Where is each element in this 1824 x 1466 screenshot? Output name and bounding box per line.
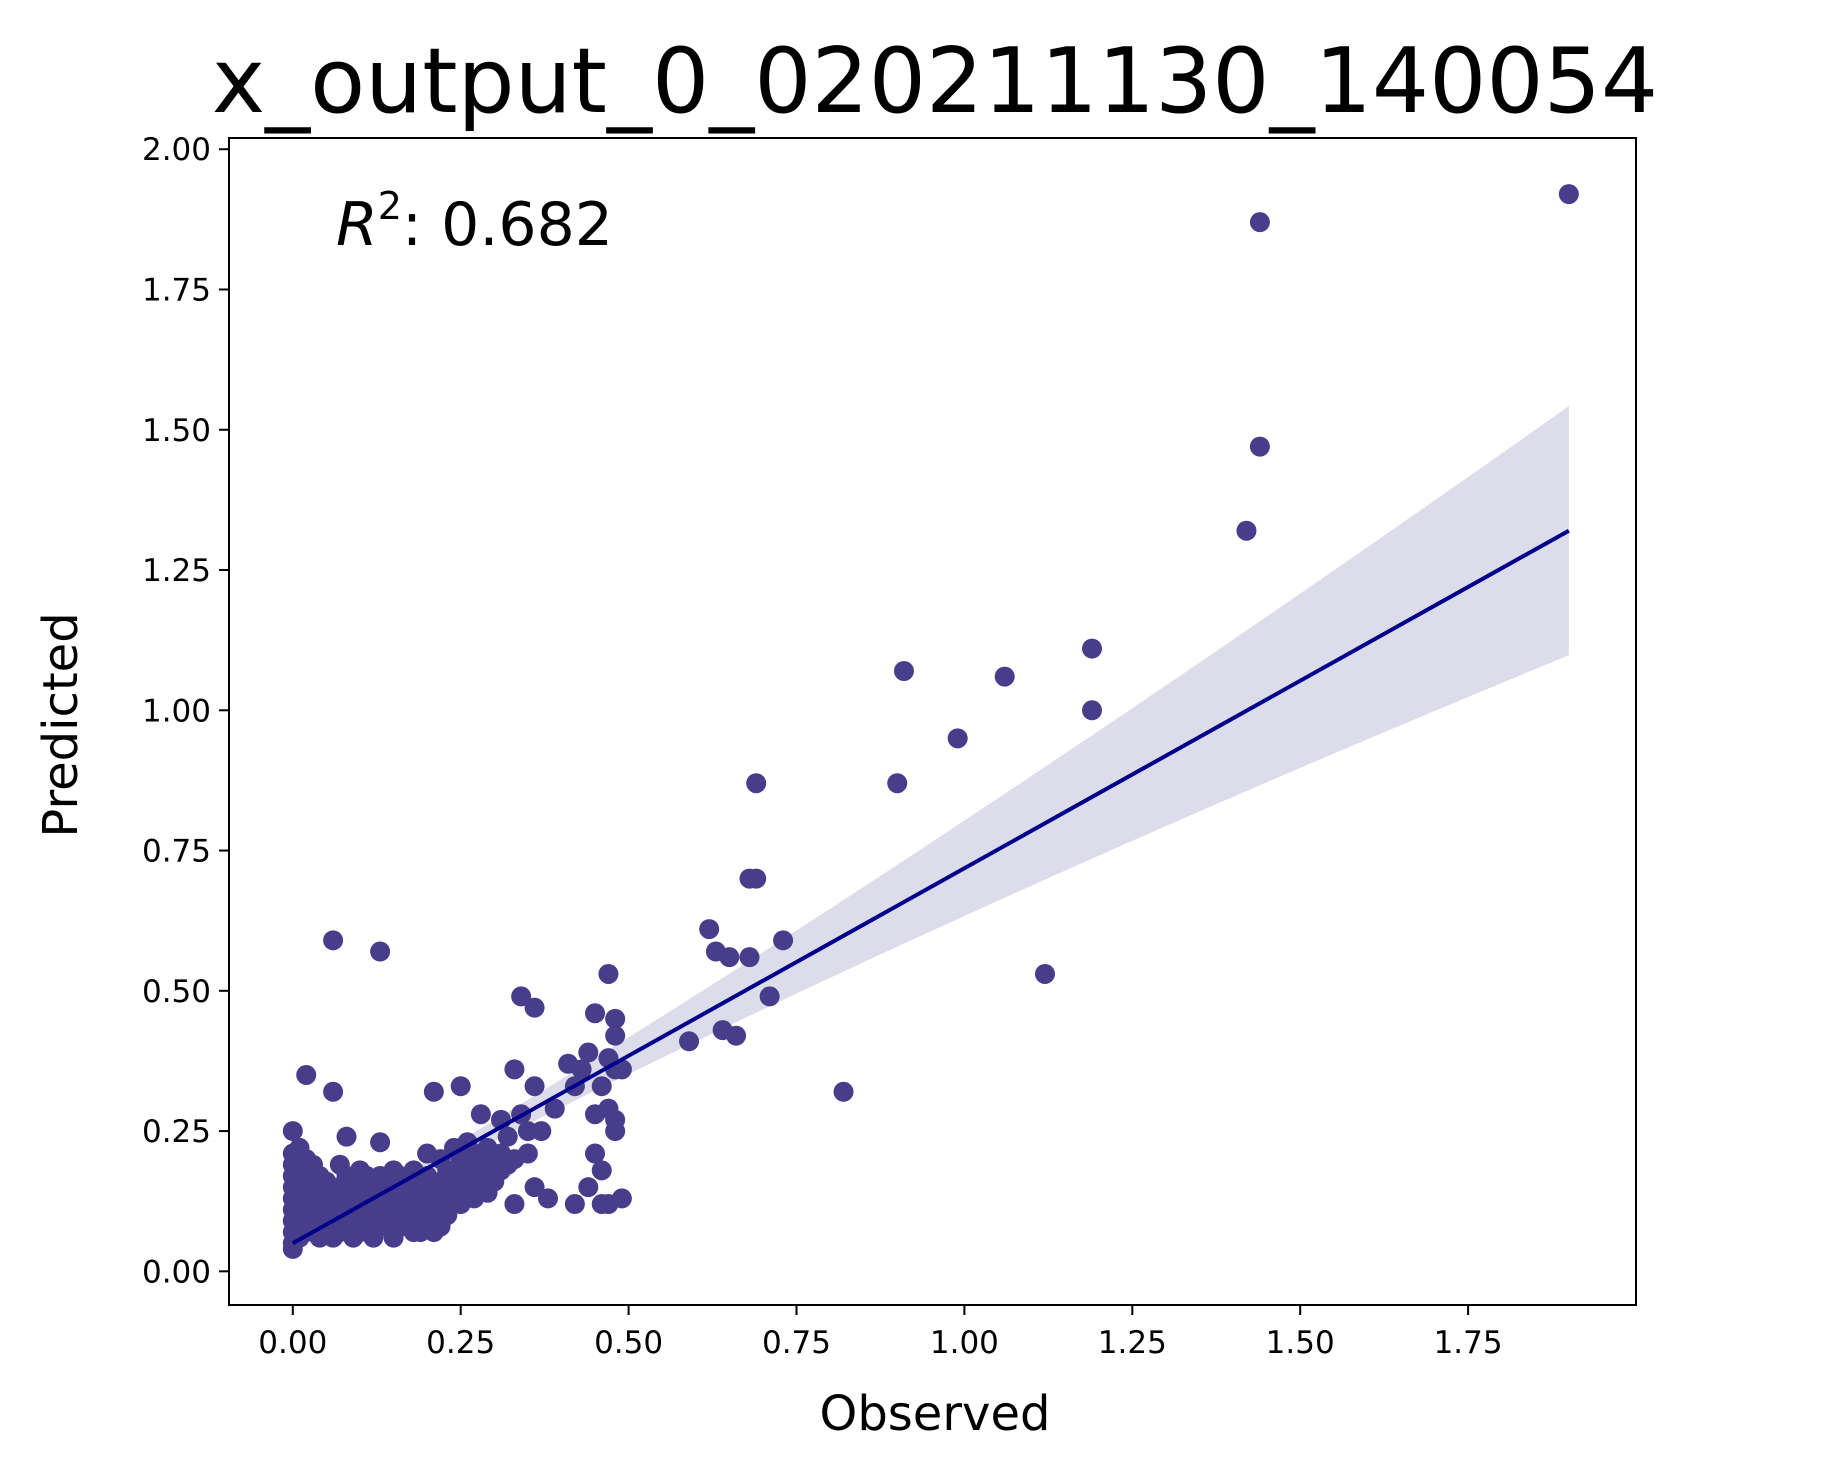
data-point xyxy=(893,661,914,682)
data-point xyxy=(1236,520,1257,541)
data-point xyxy=(370,941,391,962)
data-point xyxy=(739,947,760,968)
y-axis: 0.00 0.25 0.50 0.75 1.00 1.25 1.50 1.75 2.00 xyxy=(142,132,229,1290)
data-point xyxy=(430,1216,451,1237)
data-point xyxy=(470,1104,491,1125)
x-tick-label: 0.25 xyxy=(426,1325,495,1361)
data-point xyxy=(1249,436,1270,457)
data-point xyxy=(833,1081,854,1102)
data-point xyxy=(370,1132,391,1153)
data-point xyxy=(746,773,767,794)
data-point xyxy=(531,1121,552,1142)
data-point xyxy=(504,1059,525,1080)
data-point xyxy=(517,1143,538,1164)
x-tick-label: 1.50 xyxy=(1266,1325,1335,1361)
data-point xyxy=(591,1160,612,1181)
y-tick-label: 1.25 xyxy=(142,553,211,589)
axes-frame xyxy=(228,137,1637,1306)
data-point xyxy=(410,1222,431,1243)
data-point xyxy=(450,1076,471,1097)
y-tick-label: 1.50 xyxy=(142,413,211,449)
data-point xyxy=(605,1121,626,1142)
data-point xyxy=(1249,212,1270,233)
data-point xyxy=(591,1076,612,1097)
data-point xyxy=(699,919,720,940)
r-squared-annotation: R2: 0.682 xyxy=(336,184,613,260)
data-point xyxy=(1082,700,1103,721)
data-point xyxy=(423,1081,444,1102)
data-point xyxy=(564,1194,585,1215)
data-point xyxy=(598,1194,619,1215)
data-point xyxy=(336,1126,357,1147)
data-point xyxy=(598,963,619,984)
x-axis: 0.00 0.25 0.50 0.75 1.00 1.25 1.50 1.75 xyxy=(258,1305,1503,1361)
data-point xyxy=(679,1031,700,1052)
data-point xyxy=(383,1227,404,1248)
data-point xyxy=(887,773,908,794)
x-tick-label: 1.75 xyxy=(1434,1325,1503,1361)
y-tick-label: 1.75 xyxy=(142,272,211,308)
data-point xyxy=(947,728,968,749)
x-tick-label: 0.75 xyxy=(762,1325,831,1361)
data-point xyxy=(343,1227,364,1248)
data-point xyxy=(511,986,532,1007)
data-point xyxy=(323,930,344,951)
data-point xyxy=(323,1227,344,1248)
data-point xyxy=(282,1121,303,1142)
data-point xyxy=(994,666,1015,687)
data-point xyxy=(578,1177,599,1198)
data-point xyxy=(544,1098,565,1119)
data-point xyxy=(739,868,760,889)
x-axis-label: Observed xyxy=(820,1386,1051,1442)
data-point xyxy=(773,930,794,951)
y-tick-label: 0.25 xyxy=(142,1114,211,1150)
data-point xyxy=(759,986,780,1007)
data-point xyxy=(504,1194,525,1215)
data-point xyxy=(524,1076,545,1097)
y-tick-label: 0.00 xyxy=(142,1254,211,1290)
data-point xyxy=(524,997,545,1018)
x-tick-label: 0.50 xyxy=(594,1325,663,1361)
data-point xyxy=(1034,963,1055,984)
data-point xyxy=(719,947,740,968)
r-squared-symbol: R xyxy=(336,190,378,260)
r-squared-value: : 0.682 xyxy=(402,190,613,260)
x-tick-label: 0.00 xyxy=(258,1325,327,1361)
y-tick-label: 1.00 xyxy=(142,693,211,729)
x-tick-label: 1.25 xyxy=(1098,1325,1167,1361)
y-axis-label: Predicted xyxy=(33,612,89,837)
y-tick-label: 0.75 xyxy=(142,834,211,870)
chart-title: x_output_0_020211130_140054 xyxy=(212,29,1658,134)
data-point xyxy=(538,1188,559,1209)
data-point xyxy=(296,1064,317,1085)
data-point xyxy=(1082,638,1103,659)
y-tick-label: 0.50 xyxy=(142,974,211,1010)
data-point xyxy=(605,1025,626,1046)
data-point xyxy=(323,1081,344,1102)
r-squared-superscript: 2 xyxy=(378,184,402,228)
y-tick-label: 2.00 xyxy=(142,132,211,168)
data-point xyxy=(605,1008,626,1029)
data-point xyxy=(571,1059,592,1080)
data-point xyxy=(363,1227,384,1248)
data-point xyxy=(497,1126,518,1147)
regression-line xyxy=(291,528,1570,1246)
data-point xyxy=(578,1042,599,1063)
data-point xyxy=(726,1025,747,1046)
data-point xyxy=(585,1003,606,1024)
plot-area xyxy=(282,184,1579,1259)
data-point xyxy=(1558,184,1579,205)
x-tick-label: 1.00 xyxy=(930,1325,999,1361)
data-point xyxy=(524,1177,545,1198)
data-point xyxy=(585,1104,606,1125)
data-point xyxy=(585,1143,606,1164)
